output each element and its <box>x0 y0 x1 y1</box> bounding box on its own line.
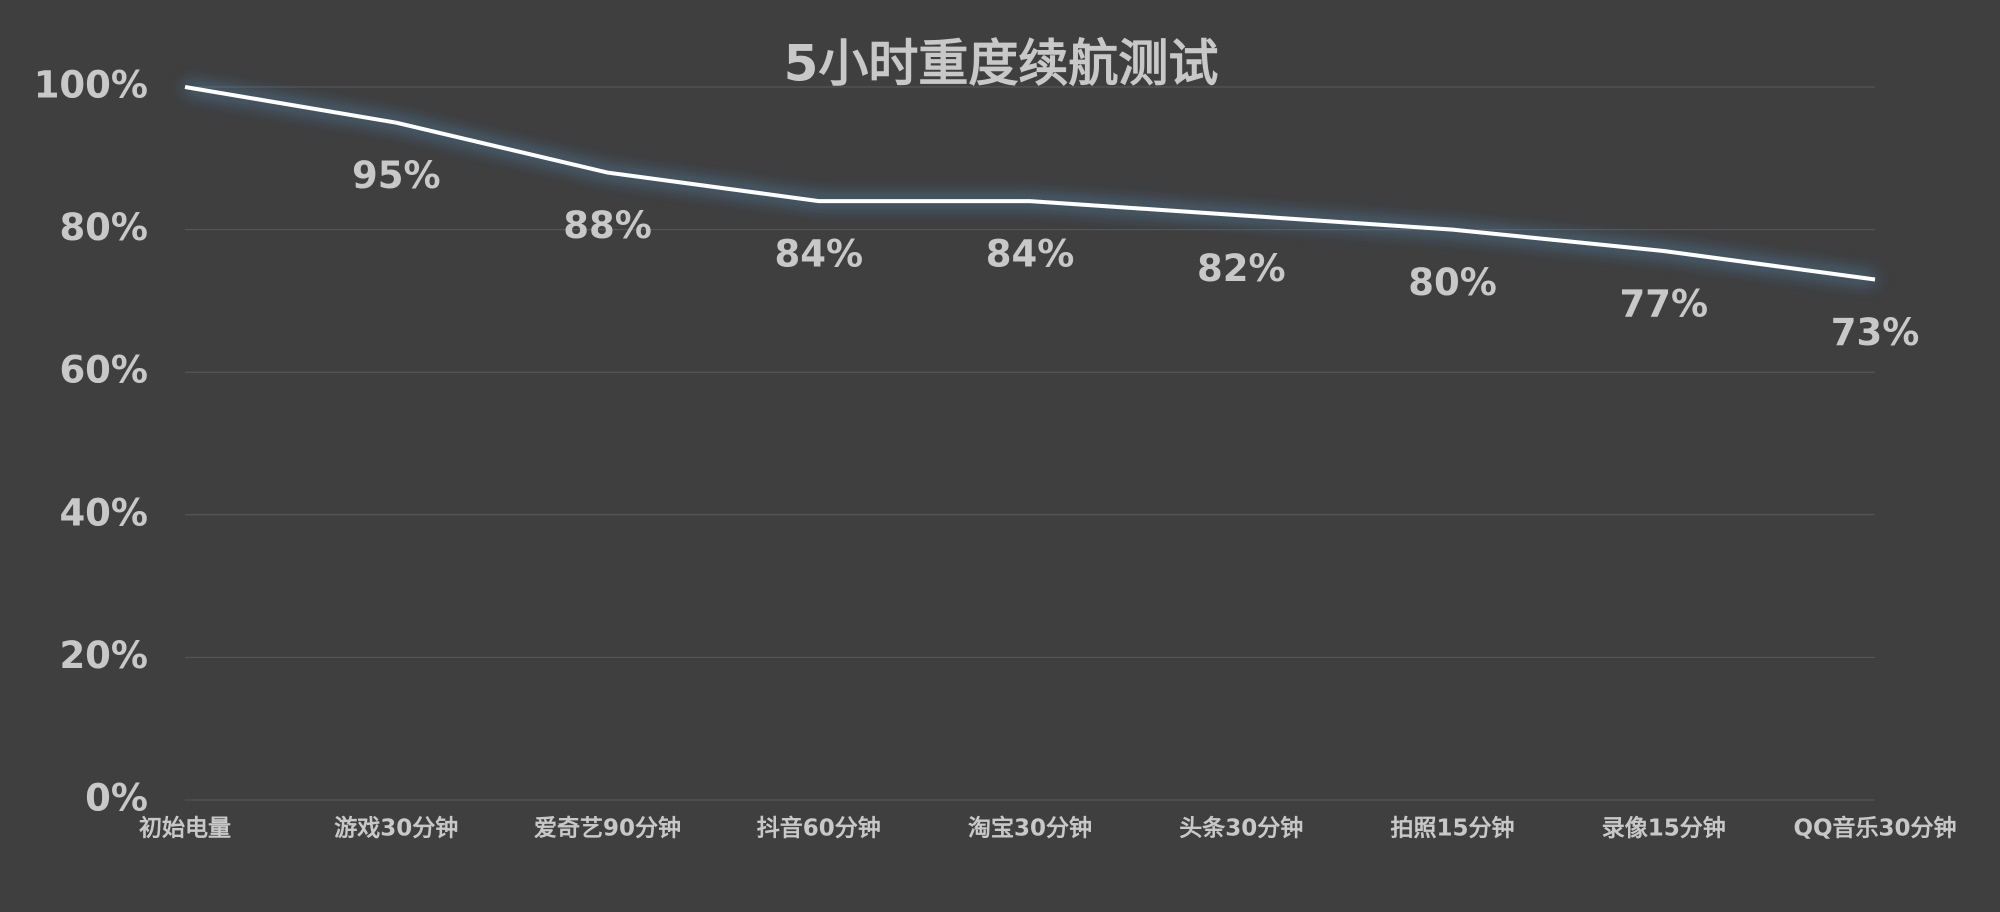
data-label: 80% <box>1408 261 1497 304</box>
y-tick-label: 60% <box>59 349 148 392</box>
x-tick-label: 游戏30分钟 <box>334 815 458 842</box>
chart-title: 5小时重度续航测试 <box>784 35 1219 93</box>
y-tick-label: 40% <box>59 491 148 534</box>
data-label: 84% <box>986 233 1075 276</box>
x-tick-label: 初始电量 <box>139 815 231 842</box>
data-label: 73% <box>1831 311 1920 354</box>
x-tick-label: QQ音乐30分钟 <box>1793 815 1956 842</box>
data-label: 82% <box>1197 247 1286 290</box>
y-tick-label: 100% <box>34 64 148 107</box>
y-tick-label: 80% <box>59 206 148 249</box>
x-tick-label: 录像15分钟 <box>1602 815 1726 842</box>
x-tick-label: 淘宝30分钟 <box>968 815 1092 842</box>
x-tick-label: 爱奇艺90分钟 <box>534 815 681 842</box>
line <box>184 85 1876 282</box>
x-tick-label: 拍照15分钟 <box>1390 816 1514 842</box>
y-tick-label: 0% <box>85 777 148 820</box>
data-label: 84% <box>774 233 863 276</box>
y-tick-label: 20% <box>59 634 148 677</box>
data-label: 88% <box>563 204 652 247</box>
data-label: 77% <box>1619 282 1708 325</box>
data-label: 95% <box>352 154 441 197</box>
x-tick-label: 抖音60分钟 <box>757 815 881 842</box>
x-tick-label: 头条30分钟 <box>1179 815 1303 842</box>
